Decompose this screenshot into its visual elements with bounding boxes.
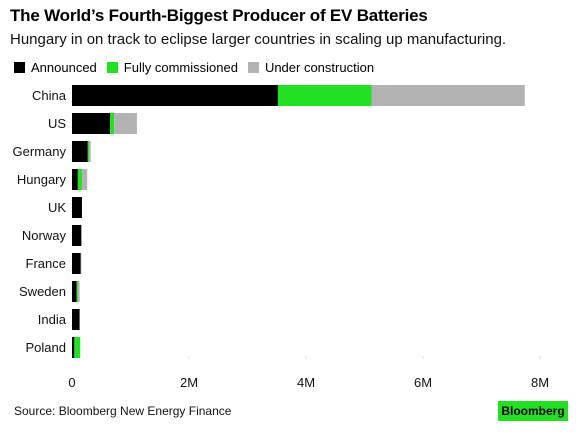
chart-legend: Announced Fully commissioned Under const… (14, 60, 374, 75)
legend-item-announced: Announced (14, 60, 97, 75)
bar-segment (72, 141, 88, 162)
chart-title: The World’s Fourth-Biggest Producer of E… (10, 6, 428, 25)
bar-segment (77, 169, 82, 190)
bar-segment (72, 337, 75, 358)
bar-segment (72, 169, 78, 190)
bar-segment (87, 141, 89, 162)
category-label: US (48, 116, 66, 131)
bar-segment (80, 253, 82, 274)
x-tick-label: 0 (68, 375, 75, 390)
legend-label-fully-commissioned: Fully commissioned (123, 60, 238, 75)
category-label: Sweden (19, 284, 66, 299)
bar-segment (72, 113, 111, 134)
bar-segment (110, 113, 115, 134)
source-note: Source: Bloomberg New Energy Finance (14, 404, 232, 418)
bloomberg-logo: Bloomberg (498, 401, 568, 421)
legend-label-announced: Announced (31, 60, 97, 75)
legend-swatch-under-construction (247, 62, 259, 73)
bar-segment (72, 281, 77, 302)
bar-segment (72, 85, 278, 106)
category-label: Norway (22, 228, 67, 243)
bar-segment (72, 253, 81, 274)
bar-segment (76, 281, 78, 302)
x-tick-label: 4M (297, 375, 315, 390)
bar-segment (88, 141, 91, 162)
category-label: Poland (26, 340, 66, 355)
legend-item-under-construction: Under construction (247, 60, 375, 75)
bar-segment (72, 309, 80, 330)
bar-chart: China US Germany Hungary UK Norway France Swede… (13, 85, 549, 390)
bar-segment (277, 85, 372, 106)
x-tick-label: 8M (531, 375, 549, 390)
category-label: Germany (13, 144, 67, 159)
bar-segment (77, 281, 80, 302)
bar-segment (371, 85, 525, 106)
legend-swatch-announced (14, 62, 25, 73)
category-label: France (26, 256, 66, 271)
x-tick-label: 2M (180, 375, 198, 390)
chart-subtitle: Hungary in on track to eclipse larger co… (10, 31, 507, 48)
bar-segment (81, 169, 88, 190)
legend-swatch-fully-commissioned (106, 62, 118, 73)
legend-label-under-construction: Under construction (264, 60, 375, 75)
category-label: Hungary (17, 172, 67, 187)
bar-segment (114, 113, 137, 134)
legend-item-fully-commissioned: Fully commissioned (106, 60, 238, 75)
x-tick-label: 6M (414, 375, 432, 390)
category-label: UK (48, 200, 66, 215)
bar-segment (72, 225, 82, 246)
category-label: India (38, 312, 67, 327)
bar-segment (72, 197, 82, 218)
category-label: China (32, 88, 67, 103)
bar-segment (74, 337, 81, 358)
